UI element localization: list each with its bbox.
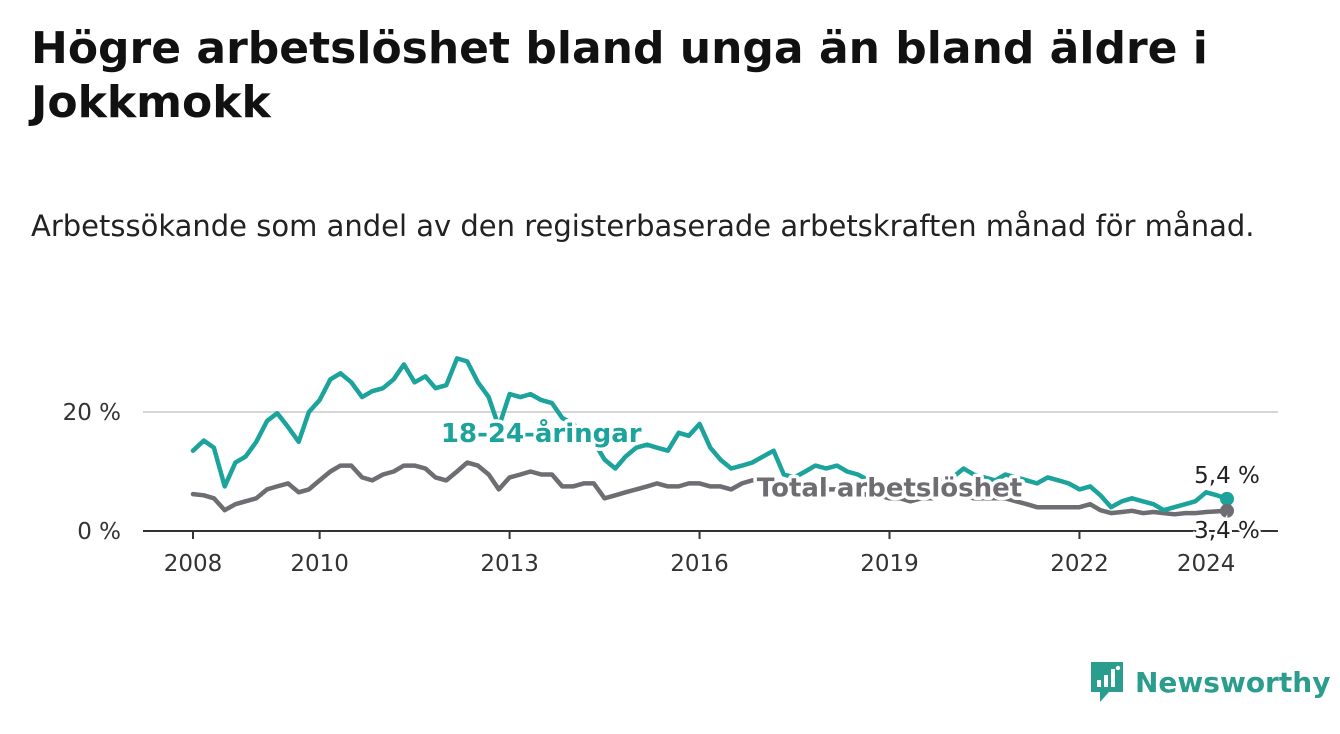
y-tick-label: 20 % xyxy=(63,400,121,426)
end-point-total xyxy=(1220,503,1234,518)
line-chart: 0 % 20 % 2008 2010 2013 2016 2019 2022 2024 18-… xyxy=(63,356,1278,577)
x-tick-label: 2024 xyxy=(1177,551,1236,577)
x-tick-label: 2008 xyxy=(164,551,223,577)
end-value-label-total: 3,4 % xyxy=(1194,518,1260,544)
chart-labels: 18-24-åringar Total arbetslöshet 5,4 % 3,4 … xyxy=(437,413,1262,546)
x-tick-label: 2016 xyxy=(670,551,729,577)
series-label-youth: 18-24-åringar xyxy=(441,417,642,449)
grid-lines: 0 % 20 % xyxy=(63,400,1278,545)
chart-title: Högre arbetslöshet bland unga än bland ä… xyxy=(31,23,1208,128)
chart-subtitle: Arbetssökande som andel av den registerb… xyxy=(31,209,1255,243)
series-line-youth xyxy=(190,356,1230,513)
y-tick-label: 0 % xyxy=(77,519,121,545)
series-line-total xyxy=(190,460,1230,517)
newsworthy-brand[interactable]: Newsworthy xyxy=(1089,660,1330,704)
x-tick-label: 2019 xyxy=(860,551,919,577)
newsworthy-logo-icon xyxy=(1091,662,1123,702)
series-label-total: Total arbetslöshet xyxy=(757,473,1022,503)
x-axis: 2008 2010 2013 2016 2019 2022 2024 xyxy=(143,530,1278,577)
series-lines xyxy=(190,356,1230,517)
newsworthy-brand-name: Newsworthy xyxy=(1135,665,1331,699)
x-tick-label: 2010 xyxy=(290,551,349,577)
x-tick-label: 2013 xyxy=(480,551,539,577)
x-tick-label: 2022 xyxy=(1050,551,1109,577)
end-value-label-youth: 5,4 % xyxy=(1194,463,1260,489)
end-point-youth xyxy=(1220,491,1234,506)
